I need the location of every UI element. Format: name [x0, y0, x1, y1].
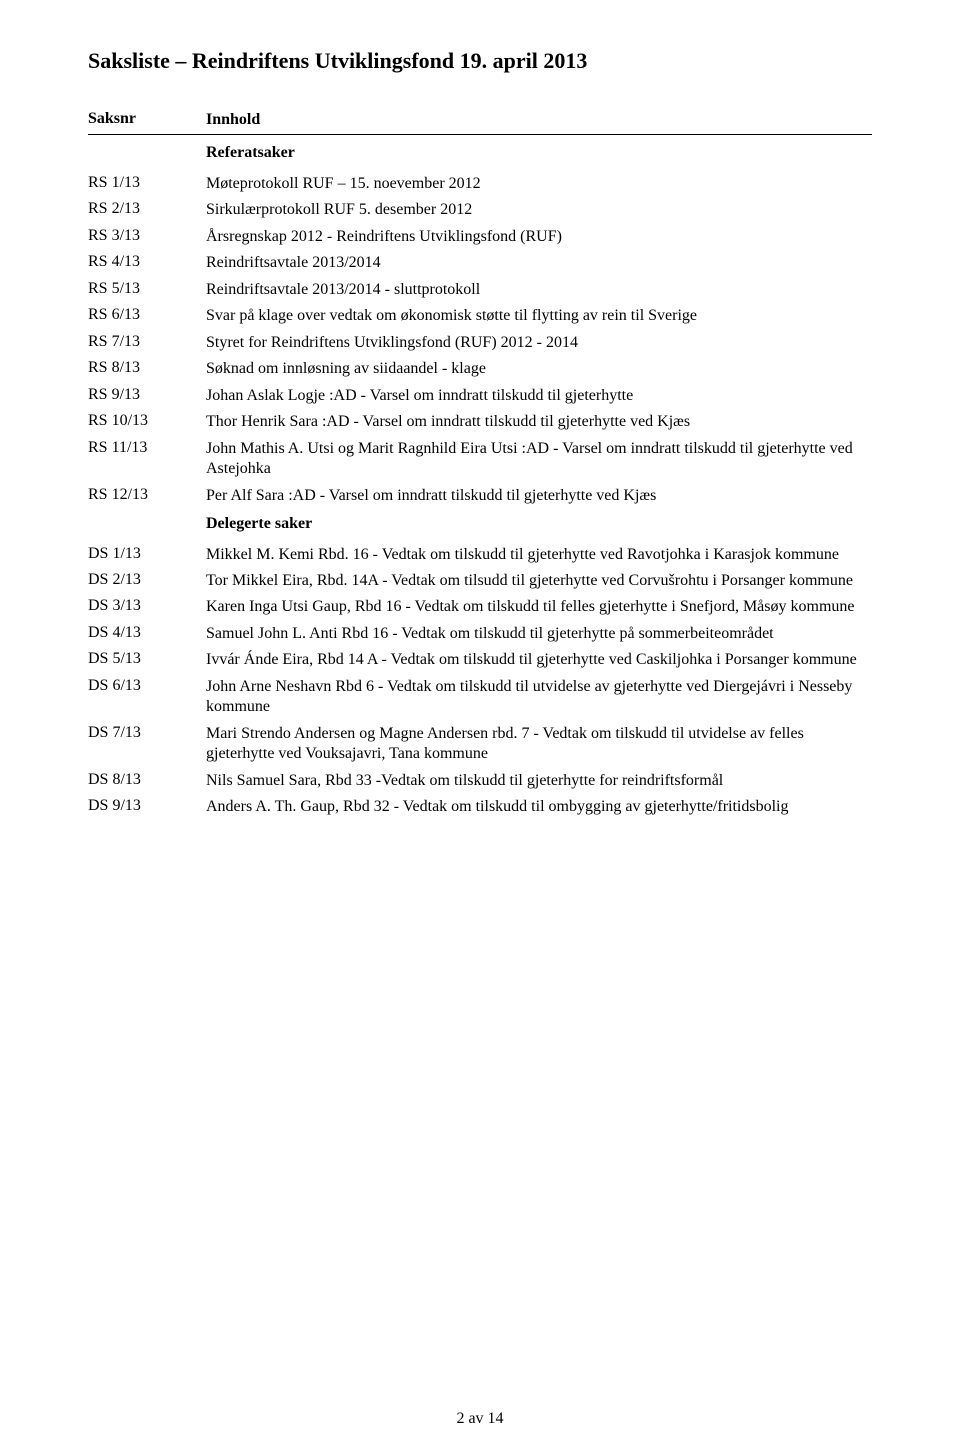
page-title: Saksliste – Reindriftens Utviklingsfond …: [88, 48, 872, 74]
page-footer: 2 av 14: [0, 1410, 960, 1428]
case-id: RS 10/13: [88, 412, 206, 430]
case-id: DS 1/13: [88, 545, 206, 563]
subheading-row: Delegerte saker: [88, 512, 872, 538]
header-innhold: Innhold: [206, 110, 872, 130]
case-text: Sirkulærprotokoll RUF 5. desember 2012: [206, 200, 872, 220]
table-row: DS 3/13 Karen Inga Utsi Gaup, Rbd 16 - V…: [88, 597, 872, 617]
table-row: DS 1/13 Mikkel M. Kemi Rbd. 16 - Vedtak …: [88, 545, 872, 565]
case-id: DS 2/13: [88, 571, 206, 589]
case-id: DS 4/13: [88, 624, 206, 642]
table-row: DS 7/13 Mari Strendo Andersen og Magne A…: [88, 724, 872, 765]
case-id: RS 9/13: [88, 386, 206, 404]
case-id: RS 11/13: [88, 439, 206, 457]
table-header-row: Saksnr Innhold: [88, 110, 872, 135]
case-id: RS 6/13: [88, 306, 206, 324]
document-page: Saksliste – Reindriftens Utviklingsfond …: [0, 0, 960, 1456]
case-text: Styret for Reindriftens Utviklingsfond (…: [206, 333, 872, 353]
case-text: John Mathis A. Utsi og Marit Ragnhild Ei…: [206, 439, 872, 480]
table-row: DS 5/13 Ivvár Ánde Eira, Rbd 14 A - Vedt…: [88, 650, 872, 670]
table-row: RS 6/13 Svar på klage over vedtak om øko…: [88, 306, 872, 326]
case-id: RS 4/13: [88, 253, 206, 271]
subheading-referatsaker: Referatsaker: [206, 143, 872, 163]
case-id: DS 3/13: [88, 597, 206, 615]
table-row: RS 11/13 John Mathis A. Utsi og Marit Ra…: [88, 439, 872, 480]
case-id: RS 5/13: [88, 280, 206, 298]
case-text: Årsregnskap 2012 - Reindriftens Utviklin…: [206, 227, 872, 247]
case-id: RS 8/13: [88, 359, 206, 377]
case-text: Samuel John L. Anti Rbd 16 - Vedtak om t…: [206, 624, 872, 644]
table-row: RS 9/13 Johan Aslak Logje :AD - Varsel o…: [88, 386, 872, 406]
case-text: Svar på klage over vedtak om økonomisk s…: [206, 306, 872, 326]
case-text: Johan Aslak Logje :AD - Varsel om inndra…: [206, 386, 872, 406]
case-id: DS 9/13: [88, 797, 206, 815]
case-text: Søknad om innløsning av siidaandel - kla…: [206, 359, 872, 379]
table-row: RS 3/13 Årsregnskap 2012 - Reindriftens …: [88, 227, 872, 247]
table-row: DS 6/13 John Arne Neshavn Rbd 6 - Vedtak…: [88, 677, 872, 718]
case-id: RS 2/13: [88, 200, 206, 218]
case-text: Ivvár Ánde Eira, Rbd 14 A - Vedtak om ti…: [206, 650, 872, 670]
case-text: Reindriftsavtale 2013/2014: [206, 253, 872, 273]
case-id: DS 5/13: [88, 650, 206, 668]
table-row: RS 12/13 Per Alf Sara :AD - Varsel om in…: [88, 486, 872, 506]
header-saksnr: Saksnr: [88, 110, 206, 128]
subheading-row: Referatsaker: [88, 141, 872, 167]
case-text: Anders A. Th. Gaup, Rbd 32 - Vedtak om t…: [206, 797, 872, 817]
case-id: DS 6/13: [88, 677, 206, 695]
table-row: DS 4/13 Samuel John L. Anti Rbd 16 - Ved…: [88, 624, 872, 644]
case-text: John Arne Neshavn Rbd 6 - Vedtak om tils…: [206, 677, 872, 718]
table-row: RS 7/13 Styret for Reindriftens Utviklin…: [88, 333, 872, 353]
table-row: DS 9/13 Anders A. Th. Gaup, Rbd 32 - Ved…: [88, 797, 872, 817]
table-row: RS 5/13 Reindriftsavtale 2013/2014 - slu…: [88, 280, 872, 300]
case-text: Karen Inga Utsi Gaup, Rbd 16 - Vedtak om…: [206, 597, 872, 617]
subheading-delegerte: Delegerte saker: [206, 514, 872, 534]
table-row: RS 10/13 Thor Henrik Sara :AD - Varsel o…: [88, 412, 872, 432]
case-text: Møteprotokoll RUF – 15. noevember 2012: [206, 174, 872, 194]
table-row: DS 8/13 Nils Samuel Sara, Rbd 33 -Vedtak…: [88, 771, 872, 791]
case-id: DS 8/13: [88, 771, 206, 789]
case-text: Thor Henrik Sara :AD - Varsel om inndrat…: [206, 412, 872, 432]
table-row: RS 8/13 Søknad om innløsning av siidaand…: [88, 359, 872, 379]
case-id: RS 1/13: [88, 174, 206, 192]
case-text: Mari Strendo Andersen og Magne Andersen …: [206, 724, 872, 765]
case-id: RS 7/13: [88, 333, 206, 351]
table-row: RS 2/13 Sirkulærprotokoll RUF 5. desembe…: [88, 200, 872, 220]
case-text: Nils Samuel Sara, Rbd 33 -Vedtak om tils…: [206, 771, 872, 791]
case-text: Tor Mikkel Eira, Rbd. 14A - Vedtak om ti…: [206, 571, 872, 591]
case-id: RS 12/13: [88, 486, 206, 504]
table-row: RS 4/13 Reindriftsavtale 2013/2014: [88, 253, 872, 273]
case-text: Reindriftsavtale 2013/2014 - sluttprotok…: [206, 280, 872, 300]
case-id: DS 7/13: [88, 724, 206, 742]
table-row: RS 1/13 Møteprotokoll RUF – 15. noevembe…: [88, 174, 872, 194]
table-row: DS 2/13 Tor Mikkel Eira, Rbd. 14A - Vedt…: [88, 571, 872, 591]
case-text: Per Alf Sara :AD - Varsel om inndratt ti…: [206, 486, 872, 506]
case-id: RS 3/13: [88, 227, 206, 245]
case-text: Mikkel M. Kemi Rbd. 16 - Vedtak om tilsk…: [206, 545, 872, 565]
